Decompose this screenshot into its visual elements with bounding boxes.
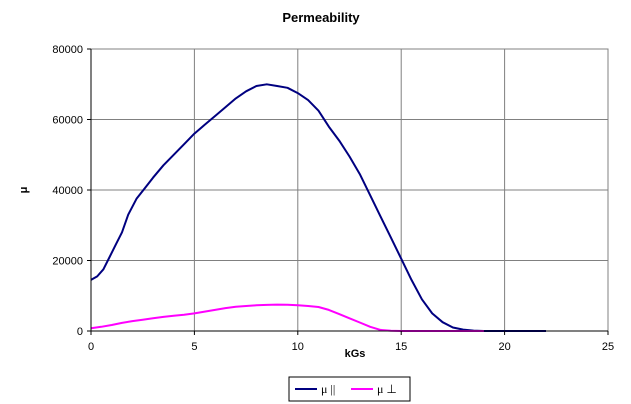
axes: 0 20000 40000 60000 80000 0 5 10 15 20 25 [52, 44, 614, 353]
y-axis-label: μ [18, 187, 30, 194]
x-tick-label: 0 [88, 341, 94, 353]
chart-title: Permeability [282, 10, 360, 25]
y-tick-label: 0 [77, 326, 83, 338]
legend-label-1: μ ⊥ [377, 382, 397, 396]
series-line-0 [90, 83, 546, 332]
x-tick-label: 25 [602, 341, 614, 353]
legend: μ || μ ⊥ [288, 376, 411, 402]
y-tick-label: 20000 [52, 256, 83, 268]
series-line-1 [90, 303, 484, 332]
y-tick-label: 40000 [52, 185, 83, 197]
y-tick-label: 80000 [52, 44, 83, 56]
x-axis-label: kGs [345, 348, 366, 360]
x-tick-label: 5 [191, 341, 197, 353]
grid [91, 48, 608, 331]
series-group [90, 83, 546, 332]
x-tick-label: 15 [395, 341, 407, 353]
x-tick-label: 10 [292, 341, 304, 353]
legend-label-0: μ || [321, 382, 335, 396]
x-tick-label: 20 [498, 341, 510, 353]
y-tick-label: 60000 [52, 115, 83, 127]
